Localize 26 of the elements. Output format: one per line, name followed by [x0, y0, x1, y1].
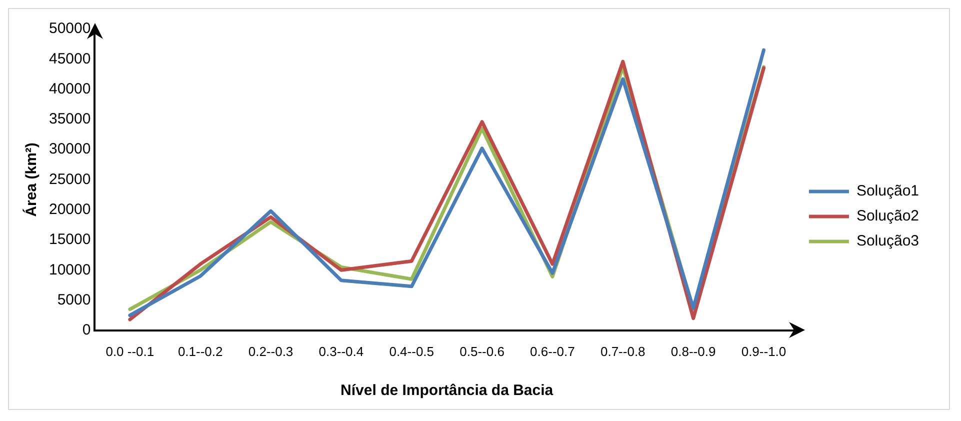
legend-label: Solução1	[856, 182, 920, 200]
x-tick-label: 0.1--0.2	[178, 344, 223, 359]
x-tick-label: 0.6--0.7	[530, 344, 575, 359]
x-tick-label: 0.7--0.8	[600, 344, 646, 359]
y-tick-label: 25000	[48, 170, 91, 188]
y-tick-label: 35000	[48, 110, 91, 128]
y-tick-label: 40000	[48, 80, 91, 98]
y-tick-label: 0	[82, 322, 91, 339]
x-tick-label: 0.3--0.4	[318, 344, 364, 359]
y-tick-label: 10000	[48, 261, 91, 278]
y-tick-label: 30000	[48, 140, 91, 158]
x-axis-title: Nível de Importância da Bacia	[340, 382, 554, 400]
y-tick-label: 5000	[57, 291, 91, 308]
y-tick-label: 20000	[48, 200, 91, 218]
y-tick-label: 15000	[48, 231, 91, 248]
y-tick-label: 50000	[48, 20, 91, 38]
x-tick-label: 0.2--0.3	[248, 344, 294, 359]
y-axis-title: Área (km²)	[22, 142, 40, 217]
x-tick-label: 0.8--0.9	[670, 344, 716, 359]
y-tick-label: 45000	[48, 50, 91, 68]
legend-label: Solução2	[856, 208, 920, 225]
x-tick-label: 0.5--0.6	[460, 344, 504, 359]
legend-label: Solução3	[856, 232, 920, 250]
x-tick-label: 0.4--0.5	[389, 344, 434, 359]
x-tick-label: 0.0 --0.1	[106, 344, 154, 359]
x-tick-label: 0.9--1.0	[741, 344, 786, 359]
